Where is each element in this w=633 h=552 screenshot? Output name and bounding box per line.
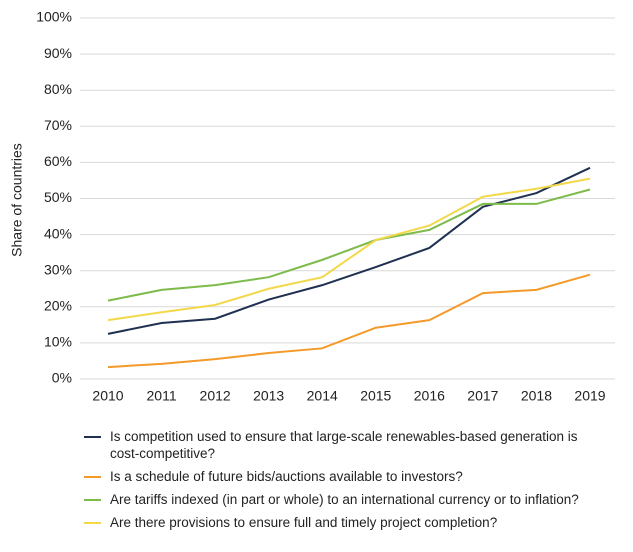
legend-swatch <box>84 436 101 438</box>
line-series <box>107 188 591 302</box>
y-tick-label: 40% <box>44 225 72 241</box>
legend-item: Is competition used to ensure that large… <box>84 428 604 462</box>
x-tick-label: 2014 <box>307 388 338 404</box>
x-tick-label: 2010 <box>92 388 123 404</box>
x-tick-label: 2016 <box>414 388 445 404</box>
legend: Is competition used to ensure that large… <box>84 428 604 537</box>
chart: Share of countries 0% 10% 20% 30% 40% 50% 60% 7… <box>9 9 615 404</box>
y-axis-label: Share of countries <box>9 143 25 257</box>
y-tick-label: 60% <box>44 153 72 169</box>
legend-item: Are tariffs indexed (in part or whole) t… <box>84 491 604 508</box>
y-tick-label: 50% <box>44 189 72 205</box>
x-tick-label: 2018 <box>521 388 552 404</box>
x-tick-label: 2011 <box>147 388 177 404</box>
legend-swatch <box>84 499 101 501</box>
x-tick-label: 2017 <box>467 388 498 404</box>
y-tick-label: 30% <box>44 261 72 277</box>
legend-item: Is a schedule of future bids/auctions av… <box>84 468 604 485</box>
x-tick-label: 2015 <box>360 388 391 404</box>
legend-label: Is a schedule of future bids/auctions av… <box>110 469 463 484</box>
y-tick-label: 20% <box>44 298 72 314</box>
y-tick-label: 100% <box>36 9 72 25</box>
legend-swatch <box>84 522 101 524</box>
legend-swatch <box>84 476 101 478</box>
y-tick-label: 70% <box>44 117 72 133</box>
x-tick-label: 2019 <box>574 388 605 404</box>
legend-item: Are there provisions to ensure full and … <box>84 514 604 531</box>
line-series <box>107 166 591 335</box>
line-series <box>107 273 591 369</box>
legend-label: Is competition used to ensure that large… <box>110 429 578 461</box>
line-series <box>107 177 591 322</box>
y-tick-label: 10% <box>44 334 72 350</box>
y-tick-label: 80% <box>44 81 72 97</box>
x-tick-label: 2013 <box>253 388 284 404</box>
x-tick-label: 2012 <box>200 388 231 404</box>
legend-label: Are tariffs indexed (in part or whole) t… <box>110 492 579 507</box>
legend-label: Are there provisions to ensure full and … <box>110 515 498 530</box>
y-tick-label: 90% <box>44 45 72 61</box>
y-tick-label: 0% <box>52 370 72 386</box>
